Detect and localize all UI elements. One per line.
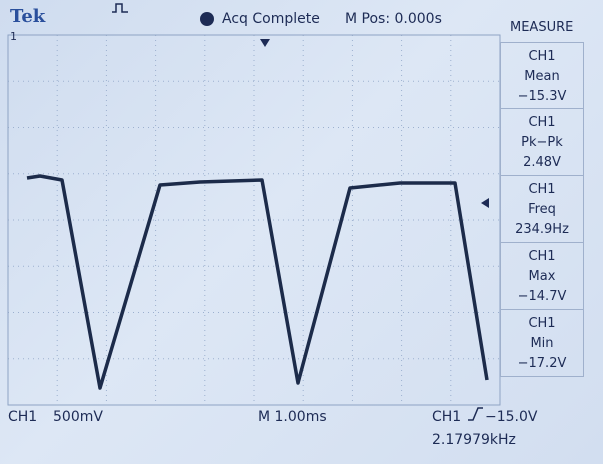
timebase: M 1.00ms — [258, 409, 327, 425]
measure-name: Min — [530, 336, 554, 351]
measure-source: CH1 — [528, 115, 556, 130]
volts-per-div: 500mV — [53, 409, 103, 425]
measure-source: CH1 — [528, 182, 556, 197]
measure-value: −17.2V — [517, 356, 567, 371]
acq-status: Acq Complete — [222, 11, 320, 27]
trigger-position-marker — [260, 39, 270, 47]
measure-panel: CH1 Mean −15.3V CH1 Pk−Pk 2.48V CH1 Freq 234.9Hz… — [500, 42, 584, 377]
measure-name: Pk−Pk — [521, 135, 563, 150]
measure-name: Mean — [524, 69, 560, 84]
brand: Tek — [10, 6, 46, 27]
measure-box: CH1 Freq 234.9Hz — [500, 176, 584, 243]
acq-dot — [200, 12, 214, 26]
measure-name: Max — [528, 269, 556, 284]
trigger-level-marker — [481, 198, 489, 208]
measure-value: 2.48V — [523, 155, 561, 170]
measure-value: −15.3V — [517, 89, 567, 104]
measure-value: 234.9Hz — [515, 222, 569, 237]
measure-box: CH1 Max −14.7V — [500, 243, 584, 310]
measure-source: CH1 — [528, 316, 556, 331]
measure-name: Freq — [528, 202, 556, 217]
trigger-slope-icon — [468, 407, 483, 421]
waveform-trace — [26, 174, 489, 390]
run-icon — [112, 3, 128, 13]
measure-box: CH1 Pk−Pk 2.48V — [500, 109, 584, 176]
measure-box: CH1 Min −17.2V — [500, 310, 584, 377]
measure-source: CH1 — [528, 249, 556, 264]
measure-box: CH1 Mean −15.3V — [500, 42, 584, 109]
measure-title: MEASURE — [510, 20, 574, 35]
trigger-frequency: 2.17979kHz — [432, 432, 516, 448]
measure-value: −14.7V — [517, 289, 567, 304]
trigger-level: −15.0V — [485, 409, 538, 425]
horizontal-position: M Pos: 0.000s — [345, 11, 442, 27]
channel: CH1 — [8, 409, 38, 425]
trigger-source: CH1 — [432, 409, 462, 425]
measure-source: CH1 — [528, 49, 556, 64]
channel-marker: 1 — [10, 30, 17, 43]
